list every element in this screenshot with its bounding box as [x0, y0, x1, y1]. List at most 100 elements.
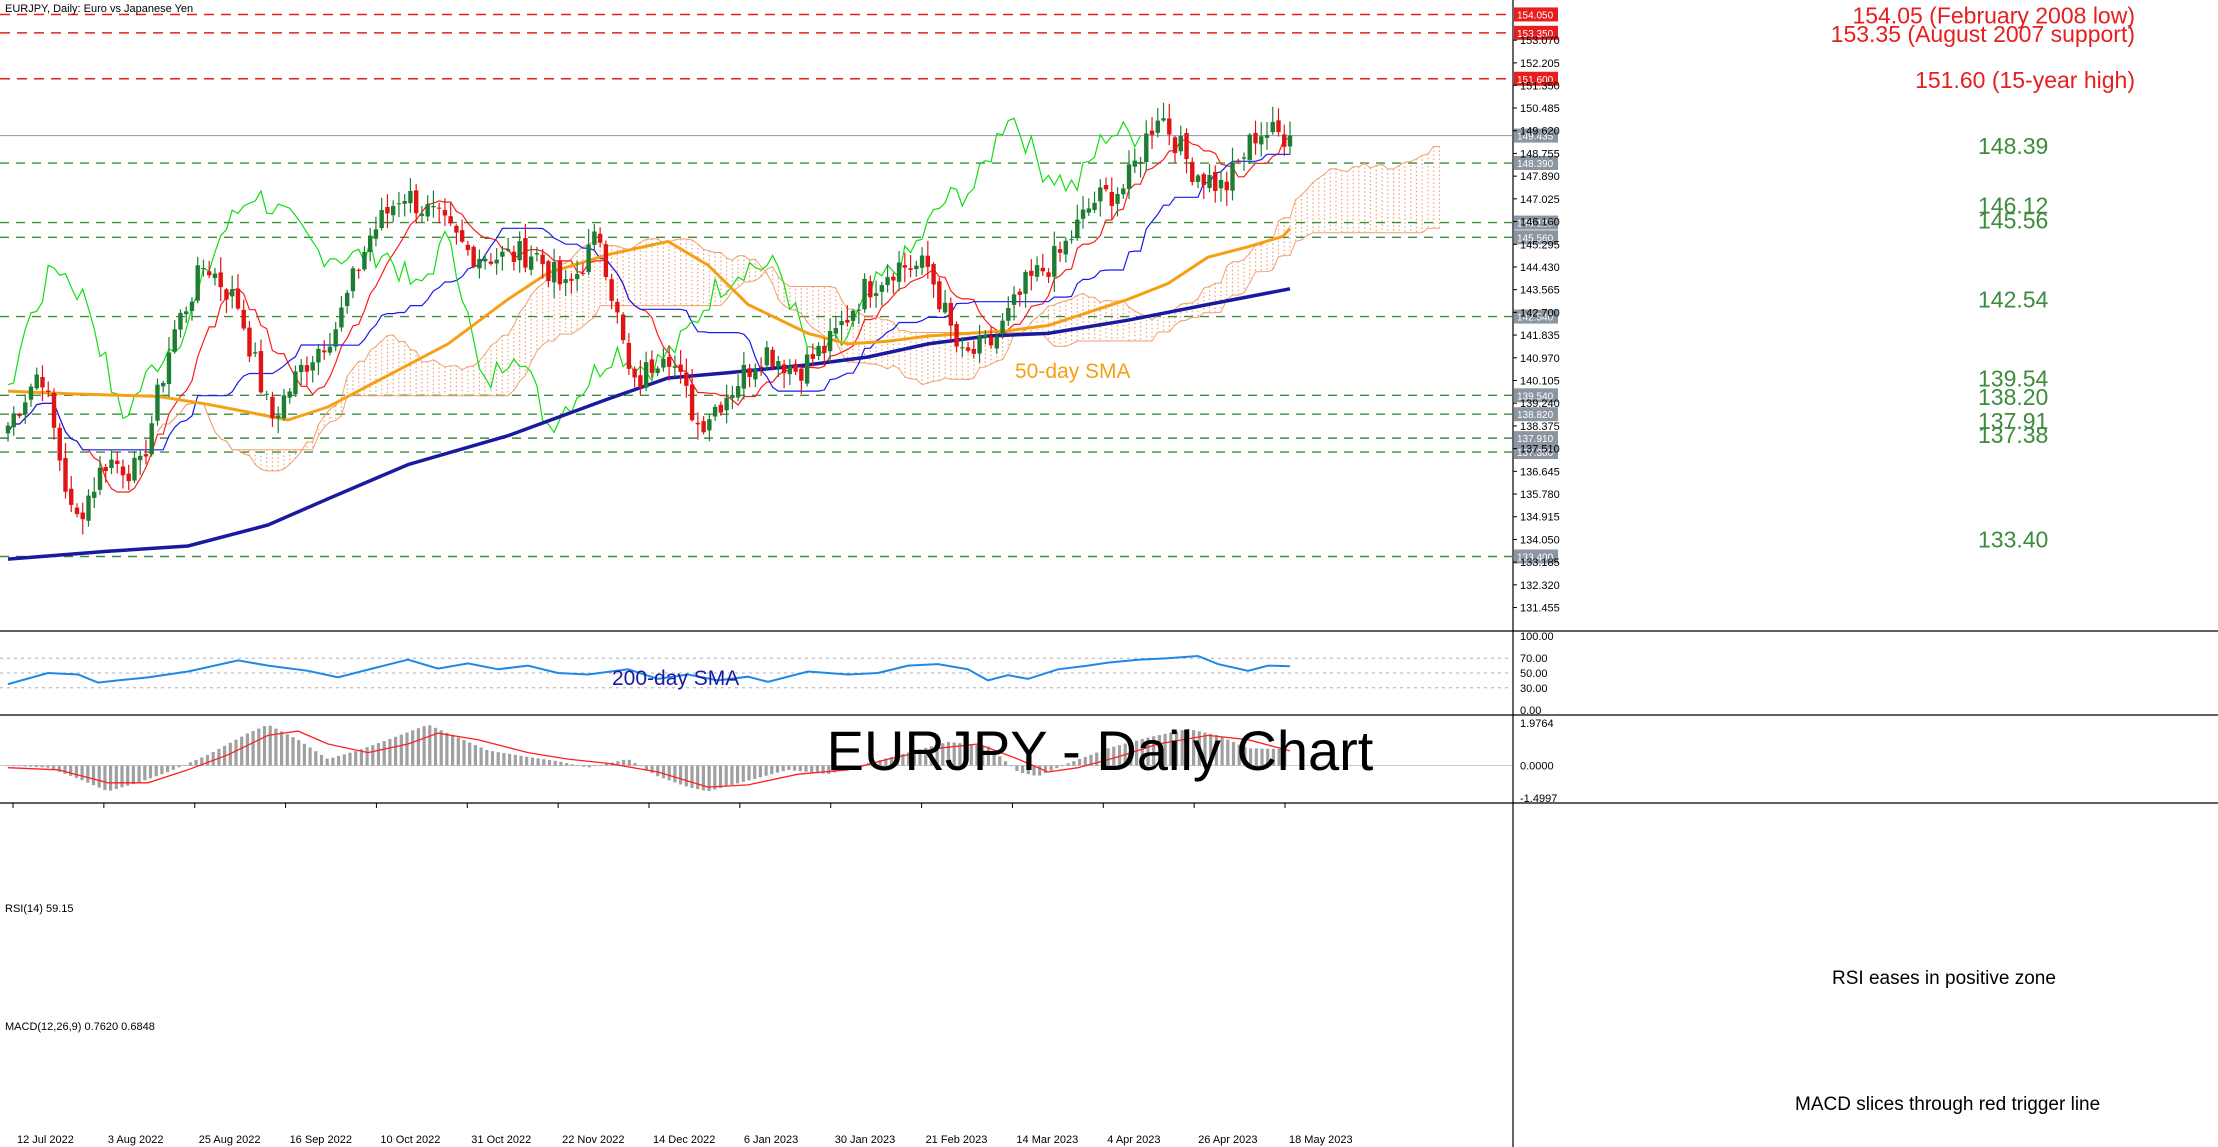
candle	[528, 245, 534, 276]
macd-histogram-bar	[530, 757, 534, 766]
candle-body	[666, 357, 672, 367]
macd-histogram-bar	[302, 743, 306, 766]
candle-body	[212, 273, 218, 279]
support-tag-text: 133.400	[1517, 553, 1554, 564]
macd-histogram-bar	[160, 765, 164, 775]
rsi-tick-label: 0.00	[1520, 705, 1541, 717]
macd-histogram-bar	[821, 765, 825, 774]
macd-histogram-bar	[257, 728, 261, 766]
candle	[321, 340, 327, 360]
macd-histogram-bar	[200, 757, 204, 766]
macd-annotation: MACD slices through red trigger line	[1795, 1094, 2100, 1115]
candle-body	[1017, 291, 1023, 295]
candle-body	[1098, 187, 1103, 202]
macd-histogram-bar	[964, 743, 968, 766]
candle-body	[28, 386, 34, 400]
macd-histogram-bar	[262, 726, 267, 766]
macd-histogram-bar	[1083, 756, 1087, 766]
macd-histogram-bar	[775, 765, 780, 773]
candle	[1069, 230, 1074, 244]
support-label: 142.54	[1978, 287, 2049, 313]
macd-histogram-bar	[519, 755, 523, 766]
candle-body	[362, 252, 367, 270]
candle	[661, 348, 666, 372]
candle-body	[994, 336, 1000, 349]
macd-histogram-bar	[587, 765, 591, 768]
candle	[1132, 148, 1137, 174]
candle	[620, 312, 626, 344]
candle	[804, 347, 810, 387]
macd-histogram-bar	[1249, 748, 1253, 766]
candle	[1040, 253, 1045, 276]
candle	[925, 240, 931, 279]
macd-histogram-bar	[365, 747, 369, 766]
candle-body	[804, 354, 810, 384]
candle	[557, 255, 563, 291]
candle-body	[442, 210, 448, 216]
candle-body	[373, 229, 379, 239]
candle	[827, 318, 833, 363]
date-tick-label: 26 Apr 2023	[1198, 1134, 1257, 1146]
macd-histogram-bar	[63, 765, 67, 774]
resistance-tag-bg	[1514, 25, 1558, 40]
macd-histogram-bar	[508, 753, 512, 766]
macd-histogram-bar	[935, 744, 939, 766]
candle	[1207, 164, 1212, 193]
candle-body	[655, 368, 660, 374]
macd-histogram-bar	[1163, 733, 1167, 766]
macd-histogram-bar	[787, 765, 791, 770]
candle	[643, 351, 649, 392]
candle-body	[1144, 133, 1149, 163]
candle	[534, 246, 540, 262]
candle	[649, 350, 655, 378]
support-tag-text: 148.390	[1517, 159, 1554, 170]
macd-histogram-bar	[1237, 744, 1241, 766]
candle-body	[287, 391, 292, 398]
candle-body	[776, 361, 781, 368]
candle	[707, 413, 712, 442]
candle	[367, 227, 373, 262]
support-tag-text: 146.120	[1517, 219, 1554, 230]
candle	[1270, 106, 1275, 135]
candle-body	[988, 336, 994, 346]
macd-histogram-bar	[781, 765, 785, 772]
candle	[310, 355, 315, 383]
macd-histogram-bar	[240, 736, 244, 766]
resistance-tag-bg	[1514, 7, 1558, 22]
candle	[235, 274, 241, 311]
date-tick-label: 10 Oct 2022	[380, 1134, 440, 1146]
candle-body	[46, 390, 51, 392]
macd-histogram-bar	[1060, 765, 1065, 767]
candle	[304, 356, 310, 386]
macd-histogram-bar	[171, 765, 175, 770]
candle-body	[247, 327, 252, 357]
candle-body	[557, 260, 563, 285]
macd-histogram-bar	[1186, 728, 1190, 766]
candle-body	[1190, 161, 1195, 182]
candle	[1201, 172, 1206, 200]
candle	[712, 404, 718, 421]
macd-histogram-bar	[451, 735, 455, 766]
candle	[603, 240, 609, 281]
candle-body	[1040, 267, 1045, 272]
candle-body	[632, 368, 637, 378]
price-tick-label: 147.890	[1520, 171, 1560, 183]
macd-histogram-bar	[998, 756, 1002, 766]
macd-histogram-bar	[1055, 765, 1059, 769]
macd-histogram-bar	[513, 754, 517, 766]
macd-histogram-bar	[354, 751, 358, 766]
support-label: 139.54	[1978, 365, 2049, 391]
candle-body	[948, 302, 954, 326]
macd-histogram-bar	[109, 765, 113, 791]
macd-histogram-bar	[445, 732, 449, 766]
candle-body	[569, 278, 574, 281]
candle	[74, 503, 80, 518]
macd-histogram-bar	[342, 754, 346, 766]
candle	[1023, 269, 1028, 308]
macd-histogram-bar	[707, 765, 711, 792]
candle-body	[17, 414, 22, 417]
candle-body	[166, 352, 172, 384]
candle-body	[178, 312, 183, 330]
macd-histogram-bar	[57, 765, 61, 772]
candle	[586, 228, 591, 276]
